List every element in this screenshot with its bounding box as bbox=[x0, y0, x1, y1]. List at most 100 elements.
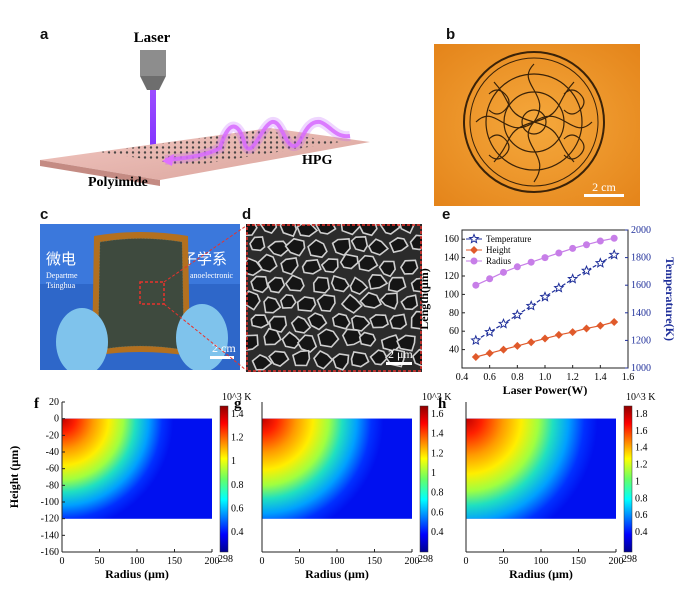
y2-tick-label: 1200 bbox=[631, 335, 651, 346]
sign-dept: Departme bbox=[46, 271, 78, 280]
point-height bbox=[610, 318, 619, 326]
x-tick-label: 200 bbox=[205, 556, 220, 567]
colorbar-tick: 1.8 bbox=[635, 409, 648, 420]
point-radius bbox=[486, 275, 494, 283]
panel-label-d: d bbox=[242, 206, 252, 223]
pore bbox=[379, 224, 401, 235]
point-radius bbox=[569, 244, 577, 252]
pore bbox=[296, 224, 319, 238]
pore bbox=[389, 313, 408, 330]
x-tick-label: 50 bbox=[499, 556, 509, 567]
scale-bar-c-label: 2 cm bbox=[212, 341, 236, 355]
colorbar-tick: 0.4 bbox=[635, 527, 648, 538]
pore bbox=[379, 292, 399, 310]
colorbar-tick: 0.8 bbox=[431, 488, 444, 499]
x-tick-label: 150 bbox=[367, 556, 382, 567]
porous-cells bbox=[246, 224, 422, 371]
point-height bbox=[513, 341, 522, 350]
pore bbox=[350, 350, 370, 368]
point-temperature bbox=[567, 273, 579, 284]
laser-nozzle bbox=[140, 76, 166, 90]
flexible-device-photo: 微电 子学系 Departme anoelectronic Tsinghua 2… bbox=[40, 224, 240, 370]
pore bbox=[246, 290, 261, 311]
point-height bbox=[554, 330, 563, 339]
panel-label-b: b bbox=[446, 26, 456, 43]
laser-schematic: Laser HPG Polyimide bbox=[40, 30, 370, 190]
y-tick-label: 80 bbox=[449, 308, 459, 319]
point-temperature bbox=[525, 300, 537, 311]
zoom-box bbox=[139, 281, 165, 305]
scale-bar-c bbox=[210, 356, 234, 359]
glove-right bbox=[176, 304, 228, 370]
x-tick-label: 100 bbox=[330, 556, 345, 567]
panel-label-c: c bbox=[40, 206, 49, 223]
y-tick-label: 120 bbox=[444, 271, 459, 282]
x-tick-label: 1.6 bbox=[622, 372, 635, 383]
legend-label-radius: Radius bbox=[486, 256, 511, 266]
pore bbox=[290, 315, 312, 334]
point-temperature bbox=[511, 309, 523, 320]
x-tick-label: 50 bbox=[295, 556, 305, 567]
pore bbox=[369, 349, 389, 366]
colorbar-tick: 0.4 bbox=[231, 527, 244, 538]
point-temperature bbox=[539, 291, 551, 302]
colorbar-min: 298 bbox=[218, 554, 233, 565]
pore bbox=[320, 258, 339, 274]
colorbar-tick: 1.2 bbox=[231, 433, 244, 444]
pore bbox=[284, 274, 305, 292]
pore bbox=[339, 253, 359, 270]
legend-label-temperature: Temperature bbox=[486, 234, 531, 244]
sign-tsinghua: Tsinghua bbox=[46, 281, 76, 290]
heatmap-field bbox=[466, 418, 616, 519]
pore bbox=[400, 294, 419, 311]
point-height bbox=[471, 352, 480, 361]
scale-bar-d-label: 2 μm bbox=[388, 347, 413, 361]
colorbar-tick: 1.4 bbox=[431, 429, 444, 440]
colorbar-tick: 1.6 bbox=[635, 426, 648, 437]
colorbar-tick: 1.6 bbox=[431, 409, 444, 420]
colorbar-tick: 1 bbox=[635, 476, 640, 487]
x-tick-label: 0 bbox=[464, 556, 469, 567]
colorbar-tick: 0.8 bbox=[635, 493, 648, 504]
x-tick-label: 100 bbox=[130, 556, 145, 567]
hpg-wave bbox=[164, 119, 351, 162]
laser-power-chart: 0.4 0.6 0.8 1.0 1.2 1.4 1.6 40 60 80 100 120 140 160 1… bbox=[417, 225, 677, 396]
pore bbox=[340, 293, 363, 314]
pore bbox=[296, 334, 318, 353]
pore bbox=[267, 240, 291, 257]
y-tick-label: -40 bbox=[46, 447, 59, 458]
point-radius bbox=[472, 281, 480, 289]
graphene-array bbox=[98, 238, 184, 350]
scale-bar-b-label: 2 cm bbox=[592, 180, 616, 194]
point-radius bbox=[500, 268, 507, 276]
pore bbox=[317, 328, 340, 348]
colorbar-tick: 1.2 bbox=[635, 460, 648, 471]
x-tick-label: 1.2 bbox=[566, 372, 579, 383]
pore bbox=[307, 238, 328, 259]
pore bbox=[284, 237, 306, 257]
y-tick-label: -60 bbox=[46, 464, 59, 475]
pore bbox=[281, 331, 302, 349]
pore bbox=[257, 253, 278, 273]
panel-label-e: e bbox=[442, 206, 451, 223]
pore bbox=[388, 237, 409, 254]
x-tick-label: 150 bbox=[167, 556, 182, 567]
pore bbox=[357, 254, 379, 272]
heatmap-panel-g: g 0 50 100 150 200 Radius (μm) 10^3 K 1.6 1.4 1.2 1… bbox=[234, 392, 452, 581]
y-tick-label: -140 bbox=[41, 530, 59, 541]
point-temperature bbox=[553, 282, 565, 293]
y2-tick-label: 2000 bbox=[631, 225, 651, 236]
pore bbox=[369, 313, 390, 329]
sign-chinese-2: 子学系 bbox=[182, 251, 227, 268]
hpg-wave-glow bbox=[164, 117, 351, 165]
y-axis-label: Height (μm) bbox=[7, 446, 21, 508]
polyimide-sheet-edge bbox=[40, 160, 160, 186]
point-radius bbox=[541, 254, 549, 262]
pore bbox=[331, 312, 351, 330]
pore bbox=[249, 236, 266, 252]
x-axis-label: Radius (μm) bbox=[105, 567, 169, 581]
y-tick-label: -80 bbox=[46, 480, 59, 491]
point-temperature bbox=[594, 257, 606, 268]
colorbar-title: 10^3 K bbox=[422, 392, 452, 403]
